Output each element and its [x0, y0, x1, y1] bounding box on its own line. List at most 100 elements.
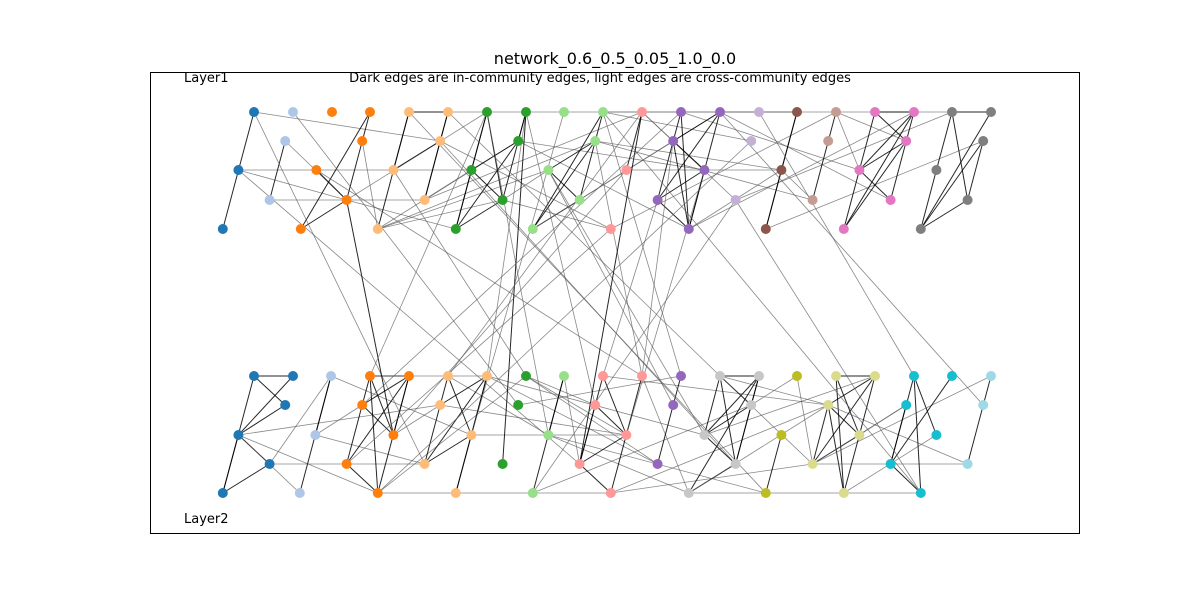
cross-community-edge: [750, 375, 798, 406]
in-community-edge: [890, 111, 915, 201]
cross-community-edge: [393, 169, 627, 436]
network-node: [605, 224, 616, 234]
network-node: [233, 165, 244, 175]
network-node: [288, 371, 298, 381]
network-node: [598, 371, 608, 381]
network-node: [715, 107, 725, 117]
in-community-edge: [253, 375, 286, 406]
in-community-edge: [703, 375, 721, 436]
network-node: [870, 107, 880, 117]
cross-community-edge: [486, 375, 658, 465]
in-community-edge: [346, 199, 394, 436]
in-community-edge: [346, 404, 363, 465]
in-community-edge: [920, 140, 984, 230]
in-community-edge: [316, 169, 347, 201]
in-community-edge: [439, 375, 488, 406]
in-community-edge: [579, 111, 604, 201]
network-node: [311, 165, 322, 175]
in-community-edge: [657, 404, 674, 465]
in-community-edge: [858, 111, 876, 171]
in-community-edge: [812, 404, 829, 465]
in-community-edge: [361, 375, 410, 406]
cross-community-edge: [719, 111, 984, 406]
in-community-edge: [827, 375, 876, 406]
network-node: [909, 371, 919, 381]
network-node: [637, 107, 647, 117]
in-community-edge: [951, 111, 969, 201]
in-community-edge: [859, 111, 915, 171]
network-node: [776, 165, 787, 175]
network-node: [233, 430, 244, 440]
cross-community-edge: [292, 111, 519, 406]
network-node: [497, 195, 508, 205]
in-community-edge: [579, 434, 627, 465]
network-node: [807, 195, 818, 205]
network-node: [831, 371, 841, 381]
network-node: [807, 459, 818, 469]
network-node: [521, 371, 531, 381]
network-node: [217, 488, 228, 498]
cross-community-edge: [447, 111, 643, 377]
network-node: [931, 430, 942, 440]
in-community-edge: [858, 375, 876, 436]
axes-frame: [150, 72, 1080, 534]
network-node: [388, 165, 399, 175]
network-node: [288, 107, 298, 117]
edges-group: [222, 111, 992, 494]
in-community-edge: [680, 111, 690, 230]
cross-community-edge: [594, 140, 643, 377]
network-node: [621, 430, 632, 440]
in-community-edge: [967, 375, 992, 465]
network-node: [754, 371, 764, 381]
network-node: [962, 195, 973, 205]
network-node: [217, 224, 228, 234]
network-node: [676, 371, 686, 381]
in-community-edge: [222, 434, 239, 494]
in-community-edge: [424, 140, 441, 201]
network-node: [931, 165, 942, 175]
network-node: [901, 400, 912, 410]
network-node: [574, 459, 585, 469]
in-community-edge: [843, 169, 860, 230]
network-node: [521, 107, 531, 117]
network-node: [776, 430, 787, 440]
network-node: [365, 371, 375, 381]
network-node: [760, 224, 771, 234]
network-node: [574, 195, 585, 205]
network-node: [792, 371, 802, 381]
in-community-edge: [346, 111, 371, 201]
network-node: [823, 400, 834, 410]
network-node: [264, 195, 275, 205]
network-node: [978, 136, 989, 146]
network-node: [249, 371, 259, 381]
in-community-edge: [361, 375, 371, 406]
network-node: [419, 459, 430, 469]
network-node: [676, 107, 686, 117]
in-community-edge: [439, 375, 449, 406]
network-node: [838, 224, 849, 234]
network-node: [327, 107, 337, 117]
cross-community-edge: [602, 111, 922, 494]
in-community-edge: [913, 375, 922, 494]
cross-community-edge: [377, 199, 503, 230]
network-node: [668, 136, 679, 146]
cross-community-edge: [525, 375, 627, 436]
network-node: [365, 107, 375, 117]
in-community-edge: [704, 375, 760, 436]
network-node: [450, 224, 461, 234]
cross-community-edge: [253, 111, 425, 465]
cross-community-edge: [518, 140, 705, 171]
network-node: [466, 165, 477, 175]
network-node: [527, 488, 538, 498]
in-community-edge: [890, 463, 922, 494]
in-community-edge: [967, 140, 984, 201]
in-community-edge: [532, 140, 596, 230]
network-node: [443, 371, 453, 381]
network-node: [341, 195, 352, 205]
network-node: [435, 136, 446, 146]
cross-community-edge: [361, 111, 682, 406]
cross-community-edge: [253, 111, 441, 142]
layer2-label: Layer2: [184, 512, 229, 527]
in-community-edge: [424, 434, 472, 465]
